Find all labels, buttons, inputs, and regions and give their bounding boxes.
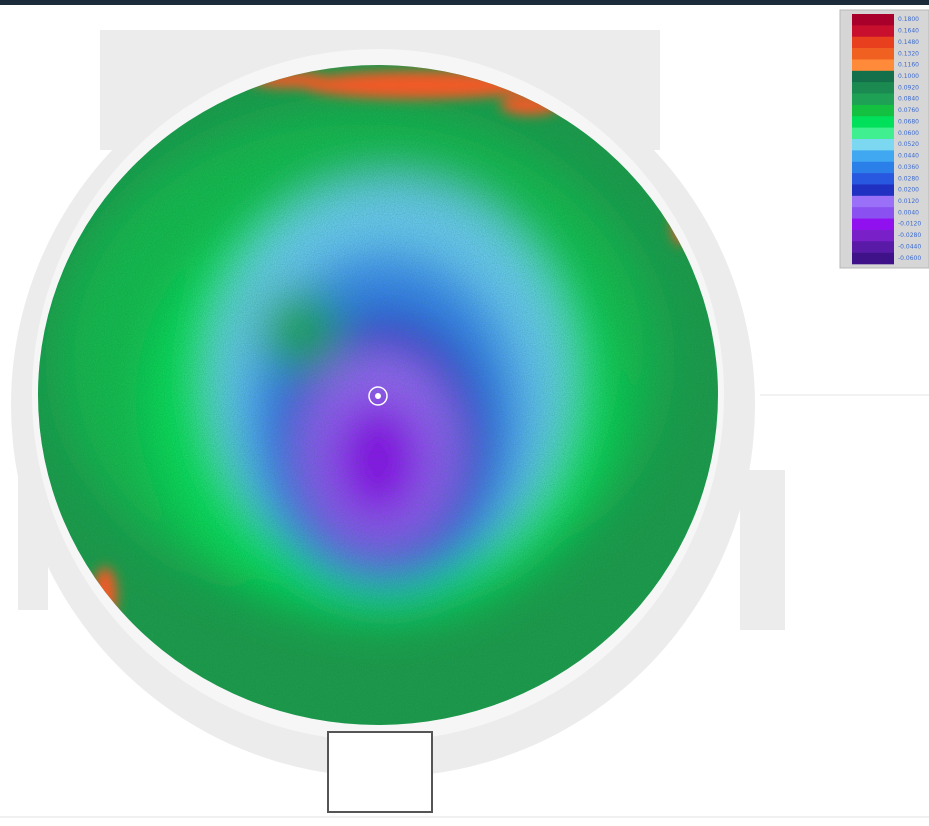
legend-swatch	[852, 184, 894, 196]
legend-label: 0.0200	[898, 187, 919, 194]
legend: 0.1800 0.1640 0.1480 0.1320 0.1160 0.1000 0.09…	[840, 10, 929, 268]
legend-label: 0.1320	[898, 50, 919, 57]
legend-swatch	[852, 219, 894, 231]
legend-label: 0.1160	[898, 62, 919, 69]
legend-swatch	[852, 196, 894, 208]
viewport: 0.1800 0.1640 0.1480 0.1320 0.1160 0.1000 0.09…	[0, 0, 929, 826]
legend-label: 0.1800	[898, 16, 919, 23]
legend-swatch	[852, 25, 894, 37]
legend-label: 0.0840	[898, 96, 919, 103]
legend-label: 0.0360	[898, 164, 919, 171]
legend-label: 0.0760	[898, 107, 919, 114]
legend-label: -0.0280	[898, 232, 921, 239]
legend-label: 0.0440	[898, 153, 919, 160]
legend-label: -0.0440	[898, 243, 921, 250]
legend-swatch	[852, 59, 894, 71]
legend-label: 0.0120	[898, 198, 919, 205]
legend-label: 0.1000	[898, 73, 919, 80]
legend-swatch	[852, 241, 894, 253]
legend-label: -0.0600	[898, 255, 921, 262]
legend-label: 0.0920	[898, 84, 919, 91]
legend-swatch	[852, 230, 894, 242]
top-bar	[0, 0, 929, 5]
legend-label: 0.0280	[898, 175, 919, 182]
legend-swatch	[852, 94, 894, 106]
legend-swatch	[852, 128, 894, 140]
legend-swatch	[852, 48, 894, 60]
legend-swatch	[852, 82, 894, 94]
legend-label: 0.0680	[898, 118, 919, 125]
legend-swatch	[852, 173, 894, 185]
legend-swatch	[852, 37, 894, 49]
legend-swatch	[852, 116, 894, 128]
legend-swatch	[852, 139, 894, 151]
legend-swatch	[852, 207, 894, 219]
legend-label: 0.0040	[898, 209, 919, 216]
legend-swatch	[852, 71, 894, 83]
legend-label: 0.1480	[898, 39, 919, 46]
legend-label: 0.0520	[898, 141, 919, 148]
legend-swatch	[852, 162, 894, 174]
legend-swatch	[852, 150, 894, 162]
legend-label: -0.0120	[898, 221, 921, 228]
legend-swatch	[852, 253, 894, 265]
legend-swatch	[852, 14, 894, 26]
legend-label: 0.0600	[898, 130, 919, 137]
page: 0.1800 0.1640 0.1480 0.1320 0.1160 0.1000 0.09…	[0, 0, 929, 826]
legend-label: 0.1640	[898, 28, 919, 35]
legend-swatch	[852, 105, 894, 117]
